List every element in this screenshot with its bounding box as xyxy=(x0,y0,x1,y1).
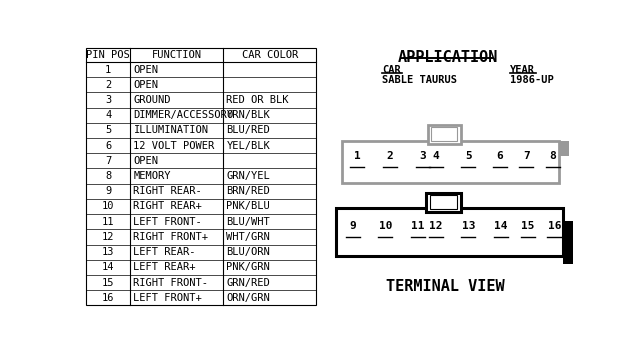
Text: 15: 15 xyxy=(521,222,534,231)
Text: 7: 7 xyxy=(523,151,530,161)
Text: YEAR: YEAR xyxy=(510,65,535,75)
Text: 1: 1 xyxy=(354,151,361,161)
Bar xyxy=(431,127,458,141)
Text: 16: 16 xyxy=(548,222,561,231)
Bar xyxy=(563,222,573,264)
Text: YEL/BLK: YEL/BLK xyxy=(227,141,270,150)
Text: 12 VOLT POWER: 12 VOLT POWER xyxy=(134,141,215,150)
Text: 13: 13 xyxy=(461,222,475,231)
Text: BRN/RED: BRN/RED xyxy=(227,186,270,196)
Text: OPEN: OPEN xyxy=(134,80,159,90)
Text: RED OR BLK: RED OR BLK xyxy=(227,95,289,105)
Bar xyxy=(86,48,316,305)
Text: 16: 16 xyxy=(102,293,115,303)
Text: 5: 5 xyxy=(465,151,472,161)
Text: 14: 14 xyxy=(494,222,508,231)
Text: TERMINAL VIEW: TERMINAL VIEW xyxy=(387,279,505,294)
Text: LEFT FRONT+: LEFT FRONT+ xyxy=(134,293,202,303)
Text: GRN/YEL: GRN/YEL xyxy=(227,171,270,181)
Text: BLU/WHT: BLU/WHT xyxy=(227,217,270,227)
Text: 9: 9 xyxy=(349,222,356,231)
Text: 4: 4 xyxy=(433,151,439,161)
Text: BLU/ORN: BLU/ORN xyxy=(227,247,270,257)
Text: 12: 12 xyxy=(429,222,442,231)
Text: FUNCTION: FUNCTION xyxy=(152,50,202,60)
Text: 13: 13 xyxy=(102,247,115,257)
Bar xyxy=(429,195,458,209)
Text: RIGHT REAR-: RIGHT REAR- xyxy=(134,186,202,196)
Text: ILLUMINATION: ILLUMINATION xyxy=(134,125,209,135)
Text: 10: 10 xyxy=(379,222,392,231)
Text: PNK/BLU: PNK/BLU xyxy=(227,202,270,211)
Text: 8: 8 xyxy=(105,171,111,181)
Text: 4: 4 xyxy=(105,110,111,120)
Text: 3: 3 xyxy=(105,95,111,105)
Text: 1986-UP: 1986-UP xyxy=(510,75,554,85)
Text: 7: 7 xyxy=(105,156,111,166)
Bar xyxy=(559,141,569,156)
Bar xyxy=(428,125,461,145)
Text: PIN POS: PIN POS xyxy=(86,50,130,60)
Text: GROUND: GROUND xyxy=(134,95,171,105)
Text: CAR COLOR: CAR COLOR xyxy=(242,50,298,60)
Text: 3: 3 xyxy=(419,151,426,161)
Text: SABLE TAURUS: SABLE TAURUS xyxy=(382,75,457,85)
Text: APPLICATION: APPLICATION xyxy=(398,50,499,65)
Text: ORN/BLK: ORN/BLK xyxy=(227,110,270,120)
Text: GRN/RED: GRN/RED xyxy=(227,278,270,288)
Bar xyxy=(336,208,563,256)
Text: WHT/GRN: WHT/GRN xyxy=(227,232,270,242)
Text: PNK/GRN: PNK/GRN xyxy=(227,262,270,272)
Text: LEFT REAR-: LEFT REAR- xyxy=(134,247,196,257)
Text: LEFT FRONT-: LEFT FRONT- xyxy=(134,217,202,227)
Text: 1: 1 xyxy=(105,65,111,75)
Text: 11: 11 xyxy=(411,222,425,231)
Text: 9: 9 xyxy=(105,186,111,196)
Bar xyxy=(426,193,461,212)
Text: RIGHT REAR+: RIGHT REAR+ xyxy=(134,202,202,211)
Text: 10: 10 xyxy=(102,202,115,211)
Text: 14: 14 xyxy=(102,262,115,272)
Text: BLU/RED: BLU/RED xyxy=(227,125,270,135)
Text: LEFT REAR+: LEFT REAR+ xyxy=(134,262,196,272)
Bar xyxy=(342,141,559,183)
Text: RIGHT FRONT-: RIGHT FRONT- xyxy=(134,278,209,288)
Text: 15: 15 xyxy=(102,278,115,288)
Text: DIMMER/ACCESSORY: DIMMER/ACCESSORY xyxy=(134,110,234,120)
Text: RIGHT FRONT+: RIGHT FRONT+ xyxy=(134,232,209,242)
Text: 12: 12 xyxy=(102,232,115,242)
Text: 2: 2 xyxy=(105,80,111,90)
Text: ORN/GRN: ORN/GRN xyxy=(227,293,270,303)
Text: 2: 2 xyxy=(387,151,394,161)
Text: 8: 8 xyxy=(549,151,556,161)
Text: MEMORY: MEMORY xyxy=(134,171,171,181)
Text: 6: 6 xyxy=(497,151,504,161)
Text: CAR: CAR xyxy=(382,65,401,75)
Text: 6: 6 xyxy=(105,141,111,150)
Text: 11: 11 xyxy=(102,217,115,227)
Text: OPEN: OPEN xyxy=(134,156,159,166)
Text: OPEN: OPEN xyxy=(134,65,159,75)
Text: 5: 5 xyxy=(105,125,111,135)
